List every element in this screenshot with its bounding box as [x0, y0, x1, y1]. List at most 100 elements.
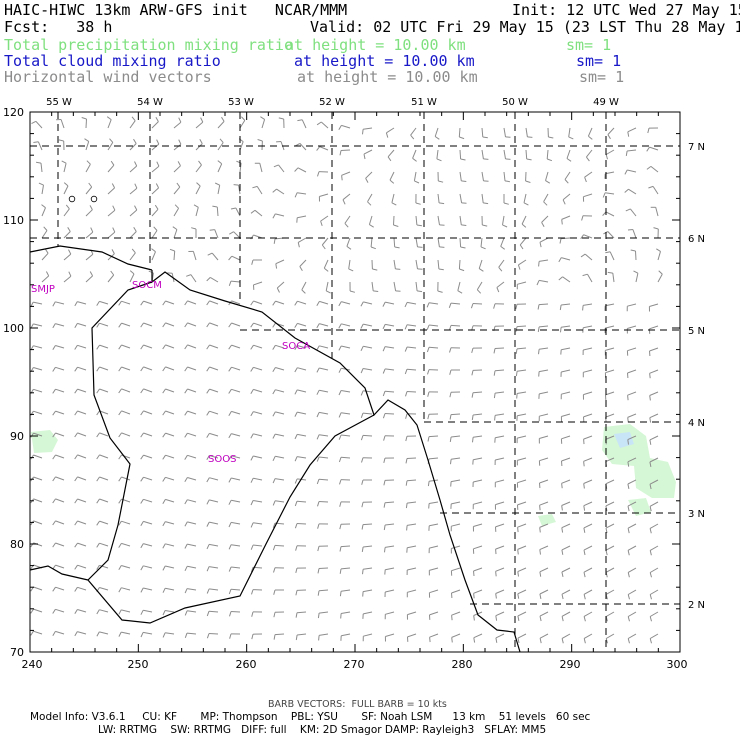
wind-barb-shaft [561, 435, 571, 440]
wind-barb-flag [658, 270, 663, 275]
wind-barb-shaft [517, 435, 527, 439]
wind-barb-shaft [55, 432, 65, 437]
barb-note: BARB VECTORS: FULL BARB = 10 kts [268, 699, 447, 710]
wind-barb-flag [426, 302, 430, 308]
wind-barb-shaft [495, 391, 505, 394]
wind-barb-flag [627, 483, 630, 489]
wind-barb-shaft [253, 366, 263, 371]
wind-barb-flag [96, 301, 100, 306]
wind-barb-flag [348, 268, 354, 272]
wind-barb-flag [250, 300, 254, 306]
wind-barb-flag [174, 204, 179, 209]
wind-barb-flag [583, 505, 586, 511]
wind-barb-flag [140, 499, 144, 504]
field-3-sm: sm= 1 [579, 68, 625, 86]
wind-barb-shaft [143, 322, 153, 327]
wind-barb-flag [624, 169, 628, 175]
wind-barb-shaft [346, 237, 351, 247]
wind-barb-shaft [451, 567, 461, 572]
wind-barb-flag [184, 410, 188, 416]
wind-barb-flag [498, 266, 503, 272]
wind-barb-shaft [33, 520, 43, 525]
wind-barb-flag [250, 522, 254, 528]
wind-barb-flag [627, 131, 630, 137]
wind-barb-shaft [319, 300, 329, 305]
wind-barb-shaft [37, 141, 43, 151]
wind-barb-shaft [649, 435, 659, 441]
wind-barb-flag [316, 146, 321, 151]
wind-barb-flag [547, 158, 553, 162]
wind-barb-flag [316, 121, 322, 126]
wind-barb-flag [230, 207, 236, 210]
wind-barb-shaft [627, 611, 637, 617]
wind-barb-flag [96, 565, 100, 570]
wind-barb-flag [561, 219, 563, 225]
wind-barb-shaft [63, 163, 67, 173]
wind-barb-shaft [99, 322, 109, 327]
wind-barb-shaft [450, 324, 461, 327]
wind-barb-flag [525, 180, 531, 183]
wind-barb-flag [294, 167, 299, 172]
wind-barb-shaft [451, 633, 461, 638]
wind-barb-shaft [539, 611, 549, 617]
wind-barb-flag [360, 412, 364, 418]
wind-barb-flag [273, 612, 276, 618]
wind-barb-flag [219, 138, 224, 143]
wind-barb-shaft [33, 410, 43, 415]
wind-barb-flag [393, 224, 399, 227]
wind-barb-shaft [231, 566, 241, 569]
wind-barb-flag [459, 136, 465, 140]
wind-barb-shaft [627, 567, 637, 573]
wind-barb-shaft [190, 274, 197, 283]
wind-barb-flag [316, 345, 320, 351]
wind-barb-shaft [539, 237, 549, 243]
wind-barb-flag [339, 150, 342, 156]
wind-barb-shaft [495, 501, 505, 506]
wind-barb-flag [427, 369, 430, 375]
wind-barb-flag [162, 543, 166, 549]
wind-barb-flag [633, 270, 639, 274]
wind-barb-flag [250, 567, 254, 573]
wind-barb-shaft [143, 366, 153, 371]
wind-barb-shaft [458, 259, 461, 270]
wind-barb-shaft [121, 366, 131, 371]
wind-barb-shaft [187, 366, 197, 371]
lat-7n: 7 N [688, 142, 705, 153]
wind-barb-shaft [363, 127, 373, 130]
wind-barb-shaft [209, 566, 219, 569]
wind-barb-flag [30, 432, 34, 438]
wind-barb-flag [134, 183, 138, 189]
wind-barb-shaft [386, 127, 395, 134]
wind-barb-shaft [99, 520, 109, 525]
wind-barb-shaft [370, 237, 373, 248]
wind-barb-flag [140, 410, 144, 416]
wind-barb-shaft [517, 501, 527, 506]
wind-barb-shaft [297, 322, 307, 327]
wind-barb-flag [209, 229, 215, 231]
wind-barb-flag [228, 433, 232, 439]
wind-barb-flag [360, 435, 364, 441]
wind-barb-flag [545, 180, 551, 184]
wind-barb-flag [96, 388, 100, 394]
wind-barb-flag [272, 433, 276, 439]
wind-barb-flag [537, 326, 540, 332]
wind-barb-shaft [231, 455, 241, 459]
wind-barb-flag [198, 160, 202, 166]
wind-barb-flag [361, 457, 364, 463]
wind-barb-flag [206, 344, 210, 350]
wind-barb-shaft [187, 521, 197, 525]
wind-barb-flag [473, 593, 475, 599]
wind-barb-shaft [649, 325, 659, 330]
wind-barb-flag [272, 522, 276, 528]
wind-barb-shaft [99, 410, 109, 415]
wind-barb-shaft [85, 231, 94, 239]
wind-barb-flag [155, 117, 159, 122]
wind-barb-flag [241, 116, 246, 121]
wind-barb-shaft [41, 275, 50, 283]
wind-barb-flag [436, 158, 442, 162]
wind-barb-flag [344, 223, 349, 228]
wind-barb-flag [493, 393, 496, 399]
wind-barb-shaft [187, 499, 197, 503]
wind-barb-shaft [187, 543, 197, 547]
lat-lon-grid [30, 112, 680, 652]
